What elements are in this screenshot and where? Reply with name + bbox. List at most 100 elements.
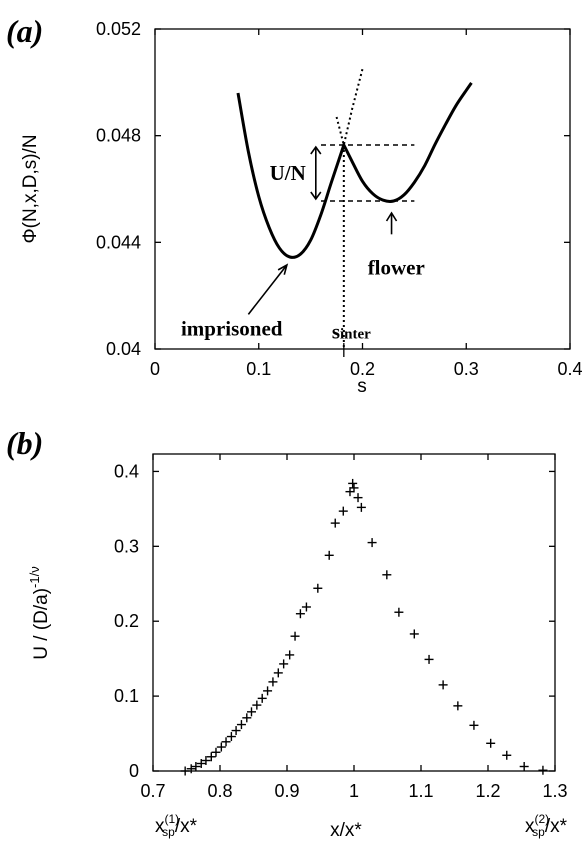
panel-b-point <box>186 764 196 774</box>
panel-b-point <box>273 668 283 678</box>
panel-b-y-tick-label: 0 <box>129 761 139 781</box>
panel-a-imprisoned-label: imprisoned <box>181 317 283 341</box>
panel-b-y-ticks: 0 0.1 0.2 0.3 0.4 <box>114 461 555 781</box>
panel-b-point <box>367 538 377 548</box>
panel-b-point <box>279 659 289 669</box>
panel-b-points <box>180 478 548 776</box>
panel-b-scatter-chart: (b) 0.7 0.8 0.9 1 1.1 1.2 1.3 0 0.1 0.2 0.3 0.4 x/… <box>6 425 568 841</box>
panel-a-y-tick-label: 0.044 <box>96 232 141 252</box>
panel-b-point <box>330 518 340 528</box>
panel-b-point <box>382 570 392 580</box>
panel-a-x-tick-label: 0.1 <box>246 359 271 379</box>
panel-a-x-tick-label: 0.2 <box>350 359 375 379</box>
panel-b-point <box>201 756 211 766</box>
panel-b-x-tick-label: 0.9 <box>274 781 299 801</box>
panel-b-point <box>221 737 231 747</box>
panel-a-imprisoned-arrow <box>247 264 288 315</box>
panel-b-y-axis-title: U / (D/a)-1/ν <box>27 566 52 659</box>
panel-b-x-end-label-left: x(1) sp/x* <box>155 812 198 839</box>
panel-b-point <box>424 654 434 664</box>
panel-b-point <box>356 502 366 512</box>
panel-a-y-ticks: 0.04 0.044 0.048 0.052 <box>96 19 570 359</box>
panel-b-point <box>196 759 206 769</box>
panel-a-s-inter-label: sinter <box>332 319 371 343</box>
panel-b-y-tick-label: 0.3 <box>114 536 139 556</box>
panel-b-point <box>231 726 241 736</box>
panel-a-y-axis-title: Φ(N,x,D,s)/N <box>20 134 41 243</box>
panel-a-barrier-arrowhead-bottom <box>310 191 322 201</box>
panel-b-point <box>519 762 529 772</box>
panel-b-point <box>438 680 448 690</box>
panel-b-point <box>211 747 221 757</box>
panel-b-point <box>257 693 267 703</box>
panel-a-free-energy-curve <box>236 82 473 259</box>
panel-b-y-tick-label: 0.1 <box>114 686 139 706</box>
panel-b-point <box>486 738 496 748</box>
panel-b-x-axis-title: x/x* <box>330 820 362 841</box>
panel-b-point <box>263 686 273 696</box>
panel-a-annotations: U/N imprisoned flower sinter <box>181 144 425 357</box>
panel-b-point <box>191 762 201 772</box>
panel-a-series <box>236 68 473 259</box>
panel-b-point <box>353 493 363 503</box>
panel-b-point <box>206 752 216 762</box>
panel-b-x-end-label-right: x(2) sp/x* <box>525 812 568 839</box>
panel-a-s-inter-base: s <box>332 319 340 343</box>
panel-b-point <box>324 550 334 560</box>
panel-b-point <box>313 583 323 593</box>
panel-b-point <box>348 478 358 488</box>
panel-b-y-axis-title-exponent: -1/ν <box>27 566 42 588</box>
panel-b-point <box>338 506 348 516</box>
panel-a-s-inter-sub: inter <box>340 326 371 342</box>
panel-b-point <box>349 483 359 493</box>
panel-b-point <box>301 602 311 612</box>
panel-b-x-tick-label: 1.1 <box>408 781 433 801</box>
panel-b-point <box>453 701 463 711</box>
panel-b-x-tick-label: 1 <box>349 781 359 801</box>
panel-b-point <box>502 750 512 760</box>
panel-a-x-tick-label: 0 <box>150 359 160 379</box>
panel-a-x-tick-label: 0.3 <box>454 359 479 379</box>
panel-b-point <box>268 677 278 687</box>
panel-b-point <box>409 629 419 639</box>
panel-b-point <box>394 607 404 617</box>
panel-b-point <box>290 631 300 641</box>
panel-b-point <box>345 487 355 497</box>
panel-b-point <box>246 707 256 717</box>
panel-b-point <box>252 700 262 710</box>
panel-b-point <box>469 720 479 730</box>
panel-b-point <box>538 765 548 775</box>
panel-a-x-tick-label: 0.4 <box>557 359 582 379</box>
panel-a-plot-frame <box>154 28 571 350</box>
panel-b-point <box>242 713 252 723</box>
panel-b-x-tick-label: 0.7 <box>140 781 165 801</box>
panel-b-y-tick-label: 0.2 <box>114 611 139 631</box>
panel-a-barrier-arrowhead-top <box>310 145 322 155</box>
panel-a-label: (a) <box>6 13 43 49</box>
panel-a-flower-arrowhead <box>385 211 398 222</box>
panel-b-label: (b) <box>6 425 43 461</box>
panel-b-plot-frame <box>152 453 556 772</box>
panel-a-flower-label: flower <box>368 255 425 279</box>
panel-a-imprisoned-arrowhead <box>277 263 289 275</box>
panel-a-y-tick-label: 0.04 <box>106 339 141 359</box>
panel-a-x-ticks: 0 0.1 0.2 0.3 0.4 <box>150 29 583 379</box>
panel-b-point <box>236 720 246 730</box>
panel-b-point <box>216 742 226 752</box>
panel-a-y-tick-label: 0.048 <box>96 126 141 146</box>
panel-b-x-ticks: 0.7 0.8 0.9 1 1.1 1.2 1.3 <box>140 454 568 801</box>
panel-b-x-tick-label: 1.2 <box>475 781 500 801</box>
panel-b-point <box>226 732 236 742</box>
panel-a-y-tick-label: 0.052 <box>96 19 141 39</box>
panel-a-x-axis-title: s <box>357 376 367 397</box>
panel-b-y-axis-title-main: U / (D/a) <box>31 588 52 660</box>
panel-b-point <box>285 650 295 660</box>
panel-a-dotted-continuation <box>335 68 364 146</box>
panel-b-point <box>295 609 305 619</box>
panel-b-y-tick-label: 0.4 <box>114 461 139 481</box>
panel-b-x-tick-label: 0.8 <box>207 781 232 801</box>
panel-b-x-tick-label: 1.3 <box>542 781 567 801</box>
panel-b-point <box>180 766 190 776</box>
